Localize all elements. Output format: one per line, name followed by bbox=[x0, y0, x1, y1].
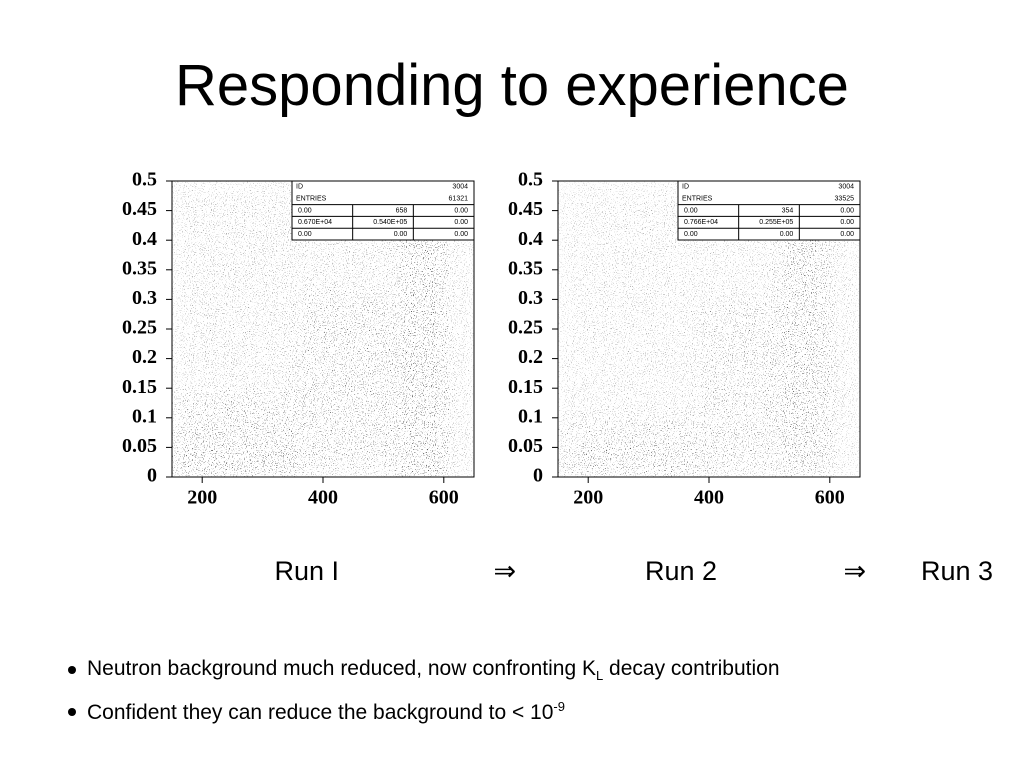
stats-cell: 0.00 bbox=[840, 219, 854, 226]
stats-box bbox=[291, 180, 475, 241]
stats-value: 3004 bbox=[452, 184, 468, 191]
y-tick-label: 0.05 bbox=[122, 435, 157, 457]
stats-cell: 0.00 bbox=[780, 231, 794, 238]
y-tick-label: 0.5 bbox=[518, 169, 543, 191]
bullet-dot bbox=[68, 666, 76, 674]
y-tick-label: 0.35 bbox=[508, 257, 543, 279]
stats-cell: 0.766E+04 bbox=[684, 219, 718, 226]
x-tick-label: 400 bbox=[694, 487, 724, 509]
x-tick-label: 600 bbox=[815, 487, 845, 509]
y-tick-label: 0.2 bbox=[518, 346, 543, 368]
y-tick-label: 0.5 bbox=[132, 169, 157, 191]
stats-box bbox=[677, 180, 861, 241]
stats-label: ENTRIES bbox=[296, 196, 327, 203]
stats-cell: 0.670E+04 bbox=[298, 219, 332, 226]
y-tick-label: 0.4 bbox=[518, 228, 543, 250]
x-tick-label: 400 bbox=[308, 487, 338, 509]
stats-cell: 0.255E+05 bbox=[759, 219, 793, 226]
x-tick-label: 200 bbox=[187, 487, 217, 509]
y-tick-label: 0.1 bbox=[518, 405, 543, 427]
y-tick-label: 0.25 bbox=[122, 317, 157, 339]
y-tick-label: 0.25 bbox=[508, 317, 543, 339]
y-tick-label: 0.1 bbox=[132, 405, 157, 427]
stats-value: 61321 bbox=[449, 196, 469, 203]
stats-value: 3004 bbox=[838, 184, 854, 191]
y-tick-label: 0.3 bbox=[132, 287, 157, 309]
stats-cell: 0.00 bbox=[840, 207, 854, 214]
bullet-text: Neutron background much reduced, now con… bbox=[87, 657, 780, 683]
text: decay contribution bbox=[603, 657, 780, 680]
stats-cell: 354 bbox=[782, 207, 794, 214]
stats-cell: 0.00 bbox=[454, 219, 468, 226]
bullet-dot bbox=[68, 708, 76, 716]
y-tick-label: 0.45 bbox=[508, 198, 543, 220]
run-label: Run 3 bbox=[921, 556, 994, 586]
bullet-text: Confident they can reduce the background… bbox=[87, 699, 565, 725]
stats-cell: 0.00 bbox=[394, 231, 408, 238]
y-tick-label: 0.3 bbox=[518, 287, 543, 309]
stats-cell: 0.00 bbox=[298, 231, 312, 238]
stats-cell: 0.00 bbox=[454, 207, 468, 214]
x-tick-label: 200 bbox=[573, 487, 603, 509]
arrow: ⇒ bbox=[493, 556, 517, 586]
stats-cell: 658 bbox=[396, 207, 408, 214]
slide-title: Responding to experience bbox=[175, 53, 849, 118]
y-tick-label: 0.15 bbox=[508, 376, 543, 398]
y-tick-label: 0 bbox=[147, 465, 157, 487]
stats-cell: 0.00 bbox=[298, 207, 312, 214]
run-label: Run 2 bbox=[645, 556, 718, 586]
y-tick-label: 0.15 bbox=[122, 376, 157, 398]
stats-label: ID bbox=[682, 184, 689, 191]
y-tick-label: 0.2 bbox=[132, 346, 157, 368]
y-tick-label: 0 bbox=[533, 465, 543, 487]
text: Confident they can reduce the background… bbox=[87, 701, 554, 724]
run-label: Run I bbox=[274, 556, 340, 586]
stats-cell: 0.00 bbox=[454, 231, 468, 238]
stats-cell: 0.00 bbox=[684, 207, 698, 214]
y-tick-label: 0.45 bbox=[122, 198, 157, 220]
y-tick-label: 0.4 bbox=[132, 228, 157, 250]
y-tick-label: 0.35 bbox=[122, 257, 157, 279]
superscript: -9 bbox=[553, 699, 565, 714]
x-tick-label: 600 bbox=[429, 487, 459, 509]
stats-cell: 0.540E+05 bbox=[373, 219, 407, 226]
stats-cell: 0.00 bbox=[684, 231, 698, 238]
stats-label: ID bbox=[296, 184, 303, 191]
stats-value: 33525 bbox=[835, 196, 855, 203]
stats-cell: 0.00 bbox=[840, 231, 854, 238]
y-tick-label: 0.05 bbox=[508, 435, 543, 457]
subscript: L bbox=[595, 668, 604, 684]
arrow: ⇒ bbox=[843, 556, 867, 586]
stats-label: ENTRIES bbox=[682, 196, 713, 203]
plots: 0 0.05 0.1 0.15 0.2 0.25 0.3 0.35 0.4 0.45 0.5 200 4… bbox=[122, 169, 861, 509]
text: Neutron background much reduced, now con… bbox=[87, 657, 596, 680]
